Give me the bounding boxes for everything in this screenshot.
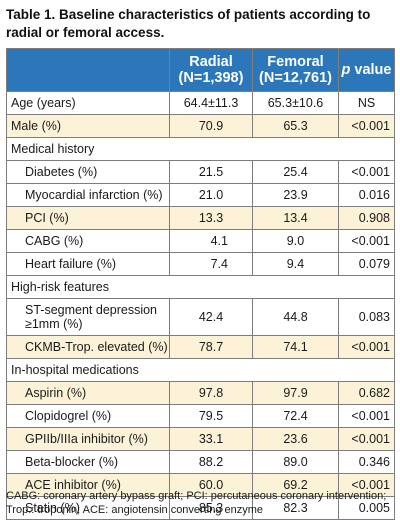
radial-value: 88.2 xyxy=(169,450,253,474)
row-label: Clopidogrel (%) xyxy=(6,404,170,428)
baseline-characteristics-table: Radial (N=1,398) Femoral (N=12,761) p va… xyxy=(6,48,395,520)
table-row: Male (%) 70.9 65.3 <0.001 xyxy=(6,114,395,138)
femoral-value: 13.4 xyxy=(252,206,339,230)
p-value: <0.001 xyxy=(338,160,395,184)
femoral-value: 65.3 xyxy=(252,114,339,138)
radial-value: 60.0 xyxy=(169,473,253,497)
radial-header-label: Radial xyxy=(189,54,233,70)
row-label-line: ST-segment depression xyxy=(25,303,158,317)
table-row: ACE inhibitor (%) 60.0 69.2 <0.001 xyxy=(6,473,395,497)
radial-value: 4.1 xyxy=(169,229,253,253)
p-value: 0.005 xyxy=(338,496,395,520)
femoral-header-label: Femoral xyxy=(267,54,324,70)
femoral-value: 23.9 xyxy=(252,183,339,207)
radial-header-n: (N=1,398) xyxy=(178,70,244,86)
p-value: NS xyxy=(338,91,395,115)
row-label: ACE inhibitor (%) xyxy=(6,473,170,497)
p-value-rest: value xyxy=(350,62,392,78)
p-value: 0.346 xyxy=(338,450,395,474)
row-label: Statin (%) xyxy=(6,496,170,520)
table-row: PCI (%) 13.3 13.4 0.908 xyxy=(6,206,395,230)
p-value: 0.016 xyxy=(338,183,395,207)
table-row: Age (years) 64.4±11.3 65.3±10.6 NS xyxy=(6,91,395,115)
table-row: GPIIb/IIIa inhibitor (%) 33.1 23.6 <0.001 xyxy=(6,427,395,451)
radial-value: 85.3 xyxy=(169,496,253,520)
p-value: 0.908 xyxy=(338,206,395,230)
table-row: Beta-blocker (%) 88.2 89.0 0.346 xyxy=(6,450,395,474)
table-row: Clopidogrel (%) 79.5 72.4 <0.001 xyxy=(6,404,395,428)
row-label: Heart failure (%) xyxy=(6,252,170,276)
radial-value: 13.3 xyxy=(169,206,253,230)
table-row: CABG (%) 4.1 9.0 <0.001 xyxy=(6,229,395,253)
radial-value: 97.8 xyxy=(169,381,253,405)
femoral-value: 72.4 xyxy=(252,404,339,428)
radial-value: 70.9 xyxy=(169,114,253,138)
p-value: 0.682 xyxy=(338,381,395,405)
radial-value: 42.4 xyxy=(169,298,253,336)
blank-header-cell xyxy=(6,48,170,92)
radial-value: 64.4±11.3 xyxy=(169,91,253,115)
section-row: In-hospital medications xyxy=(6,358,395,382)
row-label-line: ≥1mm (%) xyxy=(25,317,83,331)
radial-column-header: Radial (N=1,398) xyxy=(169,48,253,92)
radial-value: 7.4 xyxy=(169,252,253,276)
row-label: Myocardial infarction (%) xyxy=(6,183,170,207)
table-title: Table 1. Baseline characteristics of pat… xyxy=(6,7,371,40)
table-row: Diabetes (%) 21.5 25.4 <0.001 xyxy=(6,160,395,184)
femoral-value: 97.9 xyxy=(252,381,339,405)
row-label: Diabetes (%) xyxy=(6,160,170,184)
p-value: 0.083 xyxy=(338,298,395,336)
row-label: CABG (%) xyxy=(6,229,170,253)
table-header-row: Radial (N=1,398) Femoral (N=12,761) p va… xyxy=(6,48,395,92)
section-row: Medical history xyxy=(6,137,395,161)
femoral-value: 9.4 xyxy=(252,252,339,276)
section-heading: In-hospital medications xyxy=(6,358,395,382)
femoral-column-header: Femoral (N=12,761) xyxy=(252,48,339,92)
p-value: <0.001 xyxy=(338,473,395,497)
p-value: <0.001 xyxy=(338,229,395,253)
table-row: Statin (%) 85.3 82.3 0.005 xyxy=(6,496,395,520)
p-value: <0.001 xyxy=(338,114,395,138)
femoral-value: 25.4 xyxy=(252,160,339,184)
table-row: Aspirin (%) 97.8 97.9 0.682 xyxy=(6,381,395,405)
femoral-header-n: (N=12,761) xyxy=(259,70,332,86)
radial-value: 21.5 xyxy=(169,160,253,184)
section-row: High-risk features xyxy=(6,275,395,299)
p-value-column-header: p value xyxy=(338,48,395,92)
radial-value: 79.5 xyxy=(169,404,253,428)
table-row: Heart failure (%) 7.4 9.4 0.079 xyxy=(6,252,395,276)
row-label: Male (%) xyxy=(6,114,170,138)
p-value: <0.001 xyxy=(338,404,395,428)
femoral-value: 65.3±10.6 xyxy=(252,91,339,115)
radial-value: 21.0 xyxy=(169,183,253,207)
row-label: ST-segment depression ≥1mm (%) xyxy=(6,298,170,336)
p-value: <0.001 xyxy=(338,335,395,359)
row-label: GPIIb/IIIa inhibitor (%) xyxy=(6,427,170,451)
table-row: ST-segment depression ≥1mm (%) 42.4 44.8 0.0… xyxy=(6,298,395,336)
table-row: Myocardial infarction (%) 21.0 23.9 0.016 xyxy=(6,183,395,207)
row-label: PCI (%) xyxy=(6,206,170,230)
femoral-value: 74.1 xyxy=(252,335,339,359)
table-row: CKMB-Trop. elevated (%) 78.7 74.1 <0.001 xyxy=(6,335,395,359)
femoral-value: 89.0 xyxy=(252,450,339,474)
row-label: Beta-blocker (%) xyxy=(6,450,170,474)
femoral-value: 82.3 xyxy=(252,496,339,520)
table-footnote: CABG: coronary artery bypass graft; PCI:… xyxy=(6,490,387,516)
p-italic: p xyxy=(341,62,351,78)
table-body: Age (years) 64.4±11.3 65.3±10.6 NS Male (%) 7… xyxy=(6,91,395,520)
radial-value: 78.7 xyxy=(169,335,253,359)
row-label: Aspirin (%) xyxy=(6,381,170,405)
femoral-value: 44.8 xyxy=(252,298,339,336)
row-label: CKMB-Trop. elevated (%) xyxy=(6,335,170,359)
section-heading: Medical history xyxy=(6,137,395,161)
row-label: Age (years) xyxy=(6,91,170,115)
radial-value: 33.1 xyxy=(169,427,253,451)
section-heading: High-risk features xyxy=(6,275,395,299)
femoral-value: 9.0 xyxy=(252,229,339,253)
p-value: <0.001 xyxy=(338,427,395,451)
p-value: 0.079 xyxy=(338,252,395,276)
femoral-value: 23.6 xyxy=(252,427,339,451)
